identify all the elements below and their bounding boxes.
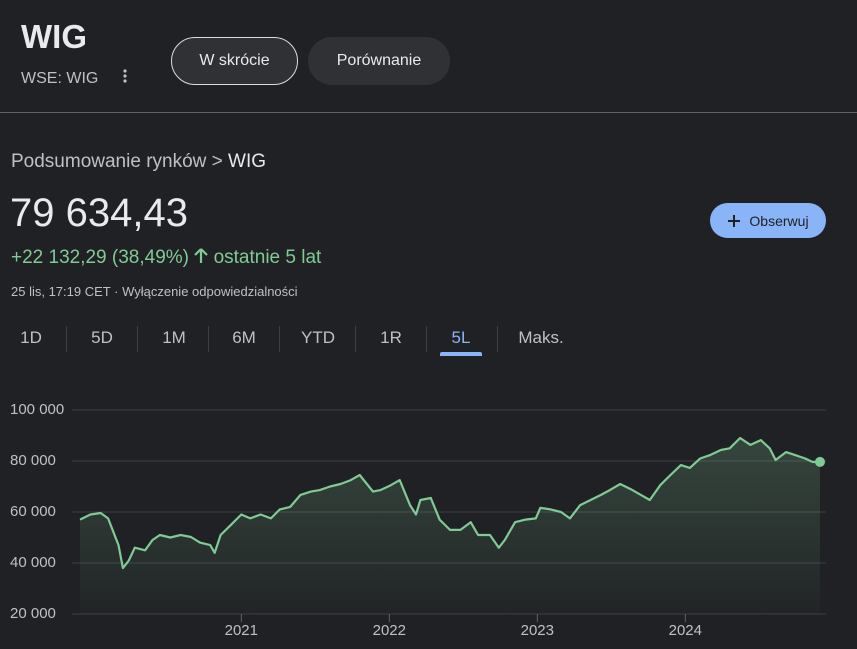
ticker: WSE: WIG [21, 70, 99, 87]
range-tab[interactable]: 1M [162, 328, 186, 347]
breadcrumb: Podsumowanie rynków > WIG [11, 151, 266, 173]
y-tick-label: 80 000 [10, 452, 56, 469]
range-tab[interactable]: 6M [232, 328, 256, 347]
range-separator [66, 326, 67, 352]
range-tab[interactable]: 1R [380, 328, 402, 347]
dot: · [114, 284, 119, 299]
y-tick-label: 40 000 [10, 554, 56, 571]
tab-compare[interactable]: Porównanie [308, 37, 450, 85]
follow-label: Obserwuj [749, 212, 809, 229]
change: +22 132,29 (38,49%) ostatnie 5 lat [11, 247, 321, 269]
range-tab[interactable]: Maks. [518, 328, 564, 347]
range-separator [208, 326, 209, 352]
last-point [815, 456, 825, 467]
area [80, 438, 820, 614]
range-separator [355, 326, 356, 352]
breadcrumb-current: WIG [228, 151, 267, 172]
x-tick-label: 2023 [521, 622, 554, 639]
range-underline [440, 352, 482, 356]
timestamp: 25 lis, 17:19 CET [11, 284, 111, 299]
range-tab[interactable]: YTD [301, 328, 335, 347]
y-tick-label: 100 000 [10, 401, 64, 418]
disclaimer[interactable]: Wyłączenie odpowiedzialności [122, 284, 298, 299]
breadcrumb-separator: > [211, 151, 223, 172]
price-line [79, 436, 821, 570]
y-tick-label: 20 000 [10, 605, 56, 622]
x-tick-label: 2021 [225, 622, 258, 639]
range-separator [137, 326, 138, 352]
range-separator [426, 326, 427, 352]
plus-icon [728, 214, 741, 227]
price: 79 634,43 [10, 191, 188, 235]
breadcrumb-parent[interactable]: Podsumowanie rynków [11, 151, 207, 172]
more-icon[interactable] [120, 68, 130, 86]
range-tab[interactable]: 5D [91, 328, 113, 347]
x-tick-label: 2022 [373, 622, 406, 639]
x-tick-label: 2024 [669, 622, 702, 639]
range-tab[interactable]: 1D [20, 328, 42, 347]
y-tick-label: 60 000 [10, 503, 56, 520]
follow-button[interactable]: Obserwuj [710, 203, 826, 238]
up-arrow [194, 248, 209, 263]
change-value: +22 132,29 (38,49%) [11, 247, 189, 268]
range-separator [279, 326, 280, 352]
divider [0, 112, 857, 113]
tab-overview[interactable]: W skrócie [171, 37, 298, 85]
change-period: ostatnie 5 lat [213, 247, 322, 268]
title: WIG [21, 18, 87, 55]
range-tab[interactable]: 5L [451, 328, 471, 347]
range-separator [497, 326, 498, 352]
timestamp-line: 25 lis, 17:19 CET · Wyłączenie odpowiedz… [11, 284, 298, 299]
